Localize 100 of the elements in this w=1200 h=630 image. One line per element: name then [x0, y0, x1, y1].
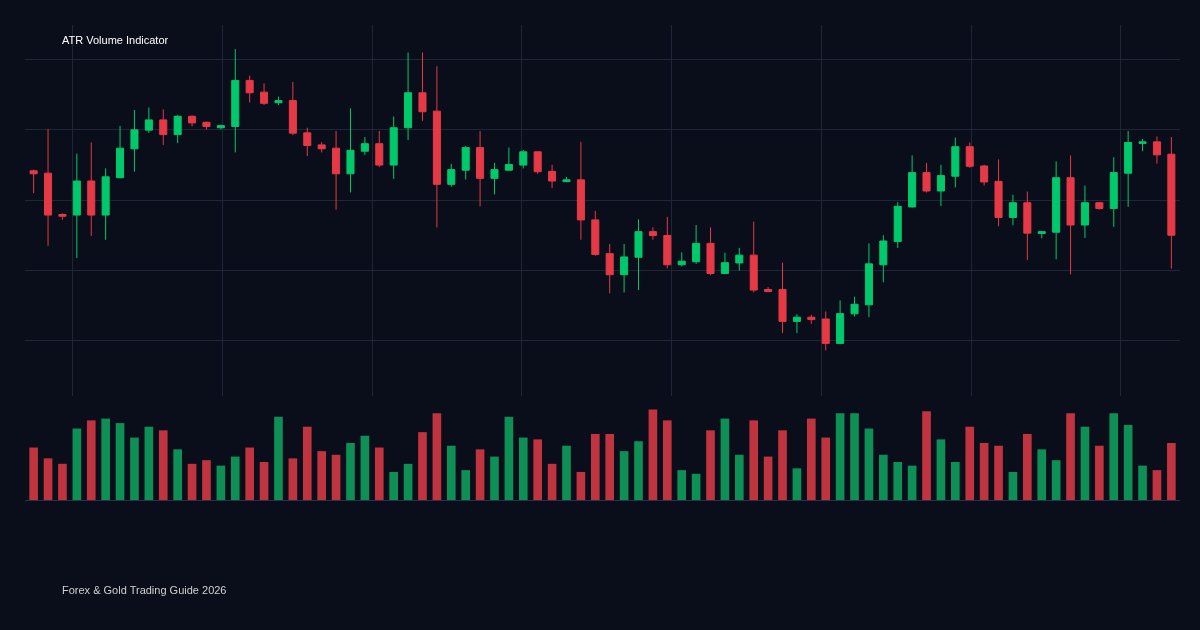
candlestick: [332, 130, 341, 211]
candlestick: [1138, 138, 1147, 152]
candlestick: [288, 81, 297, 136]
bar: [259, 462, 269, 500]
candlestick: [620, 243, 629, 293]
candlestick: [72, 153, 81, 259]
candlestick: [461, 145, 470, 181]
bar: [1008, 471, 1018, 500]
candlestick: [245, 75, 254, 103]
candlestick: [706, 226, 715, 276]
bar: [1066, 413, 1075, 500]
bar: [994, 445, 1003, 500]
bar: [274, 416, 283, 500]
bar: [648, 409, 658, 500]
bar: [490, 456, 499, 500]
candlestick: [720, 252, 729, 275]
candlestick: [159, 108, 168, 146]
candlestick: [1037, 230, 1046, 239]
candlestick: [735, 247, 744, 271]
candlestick: [1152, 135, 1161, 165]
candlestick: [274, 96, 283, 106]
candlestick: [1124, 130, 1133, 208]
bar: [58, 463, 67, 500]
bar: [1167, 443, 1176, 500]
candlestick: [116, 125, 125, 179]
bar: [346, 443, 355, 500]
bar: [418, 432, 427, 500]
bar: [662, 420, 672, 500]
candlestick: [476, 130, 485, 207]
bar: [216, 465, 226, 500]
candlestick: [504, 147, 513, 172]
bar: [835, 413, 845, 500]
candlestick: [922, 162, 931, 193]
candlestick: [58, 212, 67, 221]
candlestick: [418, 51, 427, 122]
candlestick: [404, 51, 413, 141]
bar: [533, 439, 543, 500]
bar: [504, 416, 514, 500]
bar: [403, 463, 413, 500]
candlestick: [994, 158, 1003, 227]
bar: [230, 456, 240, 500]
candlestick: [173, 114, 182, 144]
bar: [893, 462, 903, 500]
candlestick: [44, 128, 53, 247]
candlestick: [562, 176, 571, 183]
bar: [792, 468, 802, 500]
bar: [475, 449, 485, 500]
bar: [979, 443, 989, 500]
bar: [389, 471, 398, 500]
bar: [374, 447, 384, 500]
bar: [605, 433, 615, 500]
bar: [158, 430, 168, 500]
candlestick: [1023, 191, 1032, 261]
candlestick: [850, 296, 859, 318]
candlestick: [807, 314, 816, 325]
candlestick: [634, 218, 643, 291]
candlestick: [663, 216, 672, 269]
bar: [302, 426, 312, 500]
candlestick: [980, 164, 989, 187]
bar: [1023, 433, 1032, 500]
bar: [173, 449, 182, 500]
bar: [1095, 445, 1104, 500]
candlestick: [447, 163, 456, 188]
bar: [778, 430, 787, 500]
candlestick: [576, 141, 585, 241]
bar: [1152, 470, 1162, 500]
candlestick: [1109, 156, 1118, 228]
bar: [864, 428, 874, 500]
candlestick: [951, 137, 960, 188]
candlestick: [677, 251, 686, 267]
candlestick: [591, 210, 600, 257]
candlestick: [792, 313, 801, 334]
candlestick: [821, 310, 830, 351]
candlestick: [260, 82, 269, 106]
candlestick: [778, 262, 787, 334]
candlestick: [764, 286, 773, 293]
candlestick: [87, 141, 96, 237]
candlestick: [360, 136, 369, 156]
bar: [965, 426, 975, 500]
candlestick: [879, 234, 888, 283]
bar: [518, 437, 528, 500]
bar: [850, 413, 859, 500]
text: ATR Volume Indicator: [62, 34, 169, 46]
candlestick: [749, 221, 758, 293]
candlestick: [1080, 185, 1089, 239]
text: Forex & Gold Trading Guide 2026: [62, 584, 227, 596]
bar: [187, 463, 197, 500]
bar: [951, 462, 960, 500]
candlestick: [936, 164, 945, 207]
candlestick: [548, 164, 557, 189]
candlestick: [432, 65, 441, 228]
bar: [1123, 424, 1133, 500]
bar: [1138, 465, 1147, 500]
bar: [1080, 426, 1090, 500]
bar: [706, 430, 715, 500]
bar: [43, 458, 53, 500]
candlestick: [188, 114, 197, 128]
bar: [691, 473, 701, 500]
bar: [807, 418, 816, 500]
bar: [432, 413, 442, 500]
